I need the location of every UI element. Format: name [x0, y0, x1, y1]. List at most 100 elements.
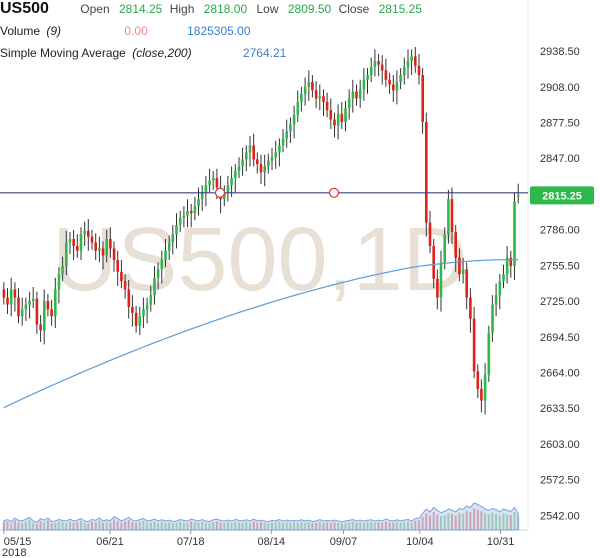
candle-body	[20, 309, 24, 317]
volume-bar	[293, 522, 296, 530]
hline-anchor-right	[328, 187, 340, 198]
candle-body	[160, 260, 164, 270]
volume-bar	[282, 522, 284, 530]
candle-body	[248, 145, 252, 153]
volume-bar	[359, 522, 362, 530]
candle-body	[54, 289, 57, 317]
x-tick-label: 07/18	[177, 536, 205, 548]
volume-bar	[256, 522, 259, 530]
candle-body	[421, 75, 424, 122]
candle-body	[208, 180, 211, 186]
volume-bar	[491, 512, 494, 530]
candle-body	[167, 242, 171, 251]
candle-body	[138, 316, 142, 326]
candle-body	[502, 274, 505, 282]
candle-body	[2, 289, 6, 298]
y-tick-label: 2938.50	[540, 46, 580, 58]
candle-body	[270, 157, 274, 161]
candle-body	[476, 371, 480, 389]
candle-body	[31, 298, 35, 301]
volume-bar	[219, 522, 222, 530]
candle-body	[355, 91, 358, 99]
candle-body	[377, 61, 380, 65]
volume-bar	[395, 521, 398, 530]
candle-body	[344, 107, 347, 122]
candle-body	[388, 79, 391, 85]
volume-bar	[384, 521, 387, 530]
volume-bar	[182, 522, 185, 530]
volume-bar	[17, 522, 20, 530]
volume-bar	[392, 522, 395, 530]
candle-body	[131, 306, 134, 313]
candle-body	[241, 159, 244, 167]
sma-param: (close,200)	[132, 46, 192, 60]
volume-bar	[333, 522, 336, 530]
volume-bar	[318, 521, 321, 530]
candle-body	[458, 257, 461, 275]
candle-body	[234, 171, 237, 179]
candle-body	[87, 230, 90, 237]
candle-body	[513, 201, 516, 266]
candle-body	[274, 152, 277, 158]
candle-body	[35, 298, 39, 325]
volume-bar	[249, 522, 251, 530]
volume-bar	[469, 512, 472, 530]
y-tick-label: 2755.50	[540, 260, 580, 272]
candle-body	[380, 64, 384, 71]
candle-body	[237, 166, 241, 172]
volume-bar	[32, 522, 35, 530]
volume-bar	[116, 520, 119, 530]
candle-body	[395, 82, 399, 91]
volume-bar	[484, 513, 487, 530]
candle-body	[432, 246, 435, 279]
candle-body	[223, 192, 226, 200]
volume-bar	[307, 522, 310, 530]
volume-value-b: 1825305.00	[187, 24, 251, 38]
volume-value-a: 0.00	[124, 24, 148, 38]
volume-bar	[425, 513, 428, 530]
volume-bar	[131, 522, 134, 530]
candle-body	[175, 225, 178, 235]
candle-body	[373, 61, 377, 67]
candle-body	[428, 222, 432, 246]
volume-bar	[362, 522, 365, 530]
volume-bar	[201, 521, 204, 530]
volume-bar	[160, 521, 163, 530]
candle-body	[472, 318, 476, 372]
volume-bar	[76, 522, 79, 530]
candle-body	[13, 289, 17, 298]
candle-body	[498, 281, 502, 296]
volume-bar	[35, 524, 38, 530]
candle-body	[322, 96, 325, 103]
candle-body	[465, 269, 468, 298]
x-tick-label: 08/14	[258, 536, 286, 548]
volume-bar	[91, 521, 93, 530]
close-value: 2815.25	[378, 2, 422, 16]
volume-bar	[454, 515, 457, 530]
volume-bar	[142, 520, 145, 530]
volume-bar	[443, 515, 446, 530]
candle-body	[300, 93, 303, 103]
candle-body	[6, 297, 9, 305]
volume-bar	[403, 522, 406, 530]
candle-body	[318, 96, 322, 99]
candle-body	[281, 138, 285, 146]
candle-body	[79, 234, 83, 251]
volume-bar	[24, 521, 27, 530]
hline-anchor-left	[214, 187, 226, 198]
candle-body	[311, 82, 314, 91]
candle-body	[65, 242, 68, 266]
candle-body	[366, 75, 369, 80]
candle-body	[505, 257, 509, 275]
candle-body	[325, 102, 329, 111]
candle-body	[487, 332, 491, 375]
candle-body	[469, 297, 472, 319]
candle-body	[351, 91, 355, 99]
candle-body	[285, 131, 288, 139]
volume-bar	[440, 516, 442, 530]
candle-body	[164, 250, 167, 261]
volume-bar	[212, 521, 215, 530]
volume-bar	[13, 520, 16, 530]
volume-bar	[326, 522, 329, 530]
